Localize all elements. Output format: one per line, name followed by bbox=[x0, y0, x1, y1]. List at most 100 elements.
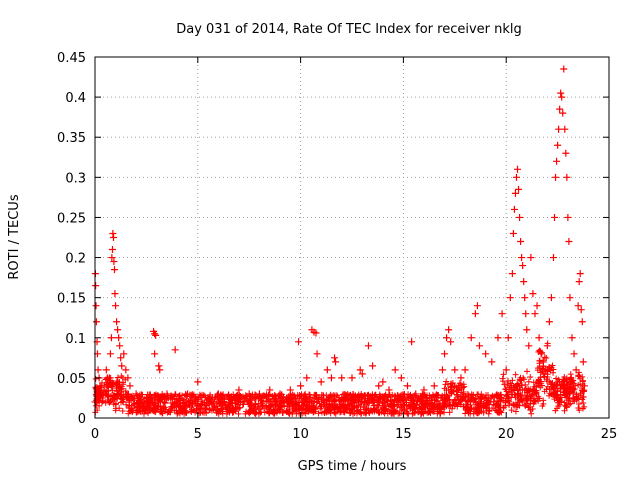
noise-point bbox=[342, 394, 349, 401]
noise-point bbox=[414, 397, 421, 404]
noise-point bbox=[290, 392, 297, 399]
noise-point bbox=[374, 401, 381, 408]
data-point bbox=[163, 390, 171, 398]
noise-point bbox=[467, 401, 474, 408]
noise-point bbox=[573, 393, 580, 400]
data-point bbox=[570, 350, 578, 358]
data-point bbox=[574, 302, 582, 310]
noise-point bbox=[355, 396, 362, 403]
noise-point bbox=[127, 408, 134, 415]
noise-point bbox=[567, 374, 574, 381]
noise-point bbox=[329, 402, 336, 409]
noise-point bbox=[543, 386, 550, 393]
noise-point bbox=[508, 407, 515, 414]
noise-point bbox=[465, 410, 472, 417]
noise-point bbox=[203, 410, 210, 417]
noise-point bbox=[536, 357, 543, 364]
noise-point bbox=[353, 404, 360, 411]
noise-point bbox=[332, 410, 339, 417]
data-point bbox=[562, 149, 570, 157]
noise-point bbox=[124, 393, 131, 400]
data-point bbox=[531, 310, 539, 318]
noise-point bbox=[232, 400, 239, 407]
data-point bbox=[111, 290, 119, 298]
data-point bbox=[225, 394, 233, 402]
noise-point bbox=[485, 410, 492, 417]
noise-point bbox=[502, 399, 509, 406]
data-point bbox=[255, 390, 263, 398]
noise-point bbox=[512, 391, 519, 398]
data-point bbox=[348, 374, 356, 382]
noise-point bbox=[226, 399, 233, 406]
y-tick-label: 0.05 bbox=[57, 372, 86, 387]
data-point bbox=[514, 165, 522, 173]
y-tick-label: 0.1 bbox=[65, 332, 86, 347]
data-point bbox=[430, 382, 438, 390]
noise-point bbox=[94, 392, 101, 399]
noise-point bbox=[418, 409, 425, 416]
data-point bbox=[494, 334, 502, 342]
noise-point bbox=[136, 399, 143, 406]
noise-point bbox=[385, 394, 392, 401]
noise-point bbox=[486, 408, 493, 415]
noise-point bbox=[429, 408, 436, 415]
noise-point bbox=[226, 405, 233, 412]
data-point bbox=[457, 374, 465, 382]
noise-point bbox=[439, 403, 446, 410]
noise-point bbox=[556, 401, 563, 408]
noise-point bbox=[529, 406, 536, 413]
noise-point bbox=[258, 397, 265, 404]
noise-point bbox=[397, 399, 404, 406]
noise-point bbox=[298, 402, 305, 409]
noise-point bbox=[165, 408, 172, 415]
noise-point bbox=[304, 398, 311, 405]
data-point bbox=[358, 370, 366, 378]
noise-point bbox=[279, 397, 286, 404]
data-point bbox=[502, 366, 510, 374]
noise-point bbox=[411, 405, 418, 412]
noise-point bbox=[239, 393, 246, 400]
data-point bbox=[115, 334, 123, 342]
noise-point bbox=[468, 391, 475, 398]
noise-point bbox=[554, 382, 561, 389]
noise-point bbox=[251, 410, 258, 417]
data-point bbox=[97, 386, 105, 394]
data-point bbox=[408, 338, 416, 346]
noise-point bbox=[544, 371, 551, 378]
data-point bbox=[568, 334, 576, 342]
noise-point bbox=[242, 392, 249, 399]
noise-point bbox=[354, 397, 361, 404]
noise-point bbox=[164, 409, 171, 416]
noise-point bbox=[565, 397, 572, 404]
data-point bbox=[561, 125, 569, 133]
noise-point bbox=[540, 397, 547, 404]
noise-point bbox=[115, 393, 122, 400]
noise-point bbox=[332, 402, 339, 409]
data-point bbox=[565, 238, 573, 246]
noise-point bbox=[433, 391, 440, 398]
noise-point bbox=[488, 394, 495, 401]
noise-point bbox=[168, 403, 175, 410]
noise-point bbox=[524, 368, 531, 375]
noise-point bbox=[460, 391, 467, 398]
noise-point bbox=[126, 402, 133, 409]
noise-point bbox=[561, 392, 568, 399]
data-point bbox=[523, 326, 531, 334]
noise-point bbox=[278, 400, 285, 407]
data-point bbox=[525, 342, 533, 350]
noise-point bbox=[508, 388, 515, 395]
noise-point bbox=[535, 376, 542, 383]
noise-point bbox=[312, 406, 319, 413]
noise-point bbox=[478, 394, 485, 401]
noise-point bbox=[104, 392, 111, 399]
noise-point bbox=[289, 410, 296, 417]
noise-point bbox=[489, 405, 496, 412]
data-point bbox=[543, 342, 551, 350]
data-point bbox=[107, 334, 115, 342]
data-point bbox=[117, 354, 125, 362]
data-point bbox=[120, 350, 128, 358]
noise-point bbox=[154, 406, 161, 413]
noise-point bbox=[515, 390, 522, 397]
y-tick-label: 0.4 bbox=[65, 91, 86, 106]
noise-point bbox=[517, 391, 524, 398]
